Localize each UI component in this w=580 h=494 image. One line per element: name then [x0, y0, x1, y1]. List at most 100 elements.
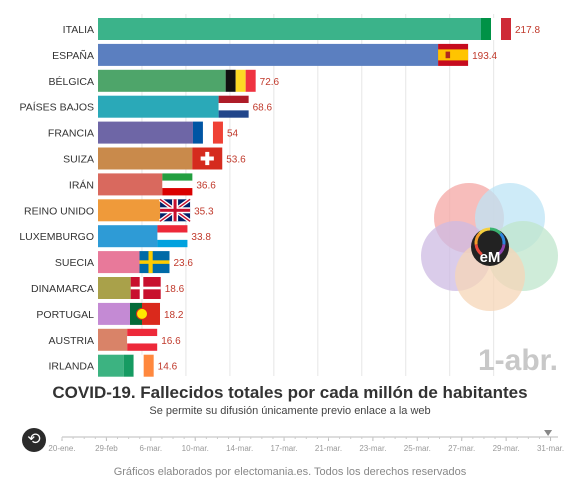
flag-icon [130, 277, 161, 299]
category-label: BÉLGICA [48, 75, 94, 88]
timeline-tick-label: 29-mar. [493, 444, 520, 453]
timeline-tick-label: 27-mar. [448, 444, 475, 453]
bar-row: AUSTRIA 16.6 [48, 328, 181, 351]
bar-row: REINO UNIDO 35.3 [24, 199, 214, 222]
bar-row: FRANCIA 54 [48, 121, 239, 144]
category-label: REINO UNIDO [24, 205, 94, 217]
timeline-tick-label: 14-mar. [226, 444, 253, 453]
timeline-tick-label: 31-mar. [537, 444, 564, 453]
footer-credits: Gráficos elaborados por electomania.es. … [113, 466, 467, 478]
bar-row: ESPAÑA 193.4 [52, 43, 498, 66]
value-label: 217.8 [515, 25, 540, 36]
bar [98, 95, 219, 118]
category-label: IRLANDA [48, 361, 94, 373]
value-label: 23.6 [174, 258, 194, 269]
value-label: 18.2 [164, 310, 184, 321]
timeline-tick-label: 20-ene. [48, 444, 75, 453]
value-label: 33.8 [191, 232, 211, 243]
flag-icon [127, 328, 158, 351]
timeline-tick-label: 25-mar. [404, 444, 431, 453]
logo-ring-segment [497, 244, 506, 256]
flag-icon [438, 43, 469, 66]
flag-icon [139, 251, 170, 274]
bar [98, 18, 481, 40]
bar [98, 225, 158, 248]
category-label: AUSTRIA [48, 335, 94, 347]
flag-icon [123, 354, 154, 377]
bar [98, 121, 193, 144]
bar-row: SUIZA 53.6 [63, 147, 246, 170]
category-label: SUECIA [55, 257, 94, 269]
bar [98, 251, 140, 274]
logo-ring-segment [499, 232, 506, 245]
flag-icon [192, 147, 223, 170]
category-label: ITALIA [63, 24, 94, 36]
value-label: 68.6 [253, 103, 273, 114]
replay-button[interactable]: ⟲ [22, 428, 46, 452]
value-label: 14.6 [158, 362, 178, 373]
replay-icon: ⟲ [27, 431, 41, 448]
current-date-label: 1-abr. [477, 344, 558, 377]
bar-row: LUXEMBURGO 33.8 [19, 225, 211, 248]
bar-row: ITALIA 217.8 [63, 18, 540, 40]
category-label: SUIZA [63, 154, 94, 166]
value-label: 53.6 [226, 155, 246, 166]
value-label: 18.6 [165, 284, 185, 295]
value-label: 54 [227, 129, 239, 140]
chart-subtitle: Se permite su difusión únicamente previo… [149, 405, 431, 417]
value-label: 16.6 [161, 336, 181, 347]
flag-icon [481, 18, 511, 40]
flag-icon [158, 197, 192, 223]
timeline-tick-label: 29-feb [95, 444, 118, 453]
category-label: IRÁN [69, 178, 94, 191]
logo-badge [471, 228, 509, 266]
category-label: FRANCIA [48, 128, 94, 140]
timeline-tick-label: 10-mar. [182, 444, 209, 453]
bar-row: IRLANDA 14.6 [48, 354, 178, 377]
timeline-tick-label: 23-mar. [359, 444, 386, 453]
logo-ring-segment [474, 244, 483, 256]
value-label: 35.3 [194, 206, 214, 217]
bar [98, 328, 128, 351]
category-label: PORTUGAL [36, 309, 94, 321]
bar-row: SUECIA 23.6 [55, 251, 194, 274]
value-label: 193.4 [472, 51, 497, 62]
logo-text: eM [480, 249, 501, 266]
value-label: 72.6 [260, 77, 280, 88]
bar [98, 302, 131, 325]
timeline-tick-label: 6-mar. [139, 444, 162, 453]
timeline-tick-label: 21-mar. [315, 444, 342, 453]
value-label: 36.6 [196, 180, 216, 191]
flag-icon [162, 173, 193, 196]
category-label: DINAMARCA [31, 283, 94, 295]
bar-row: BÉLGICA 72.6 [48, 69, 280, 92]
flag-icon [218, 95, 249, 118]
bar [98, 69, 226, 92]
category-label: ESPAÑA [52, 49, 94, 62]
category-label: PAÍSES BAJOS [20, 101, 95, 114]
bar-row: IRÁN 36.6 [69, 173, 216, 196]
logo-ring-segment [478, 227, 491, 235]
logo-ring-segment [474, 232, 481, 245]
flag-icon [192, 121, 223, 144]
bar-row: PAÍSES BAJOS 68.6 [20, 95, 273, 118]
logo-circle [455, 241, 525, 311]
bar-row: PORTUGAL 18.2 [36, 302, 184, 325]
bar-row: DINAMARCA 18.6 [31, 277, 185, 299]
bar [98, 277, 131, 299]
chart-title: COVID-19. Fallecidos totales por cada mi… [52, 383, 528, 402]
bar [98, 43, 439, 66]
bar [98, 173, 163, 196]
category-label: LUXEMBURGO [19, 231, 94, 243]
timeline-marker [544, 430, 553, 436]
flag-icon [130, 302, 161, 325]
logo-ring-segment [489, 227, 502, 235]
flag-icon [157, 225, 188, 248]
flag-icon [225, 69, 256, 92]
bar [98, 199, 161, 222]
electomania-logo: eM [421, 183, 558, 311]
bar [98, 147, 193, 170]
bar [98, 354, 124, 377]
